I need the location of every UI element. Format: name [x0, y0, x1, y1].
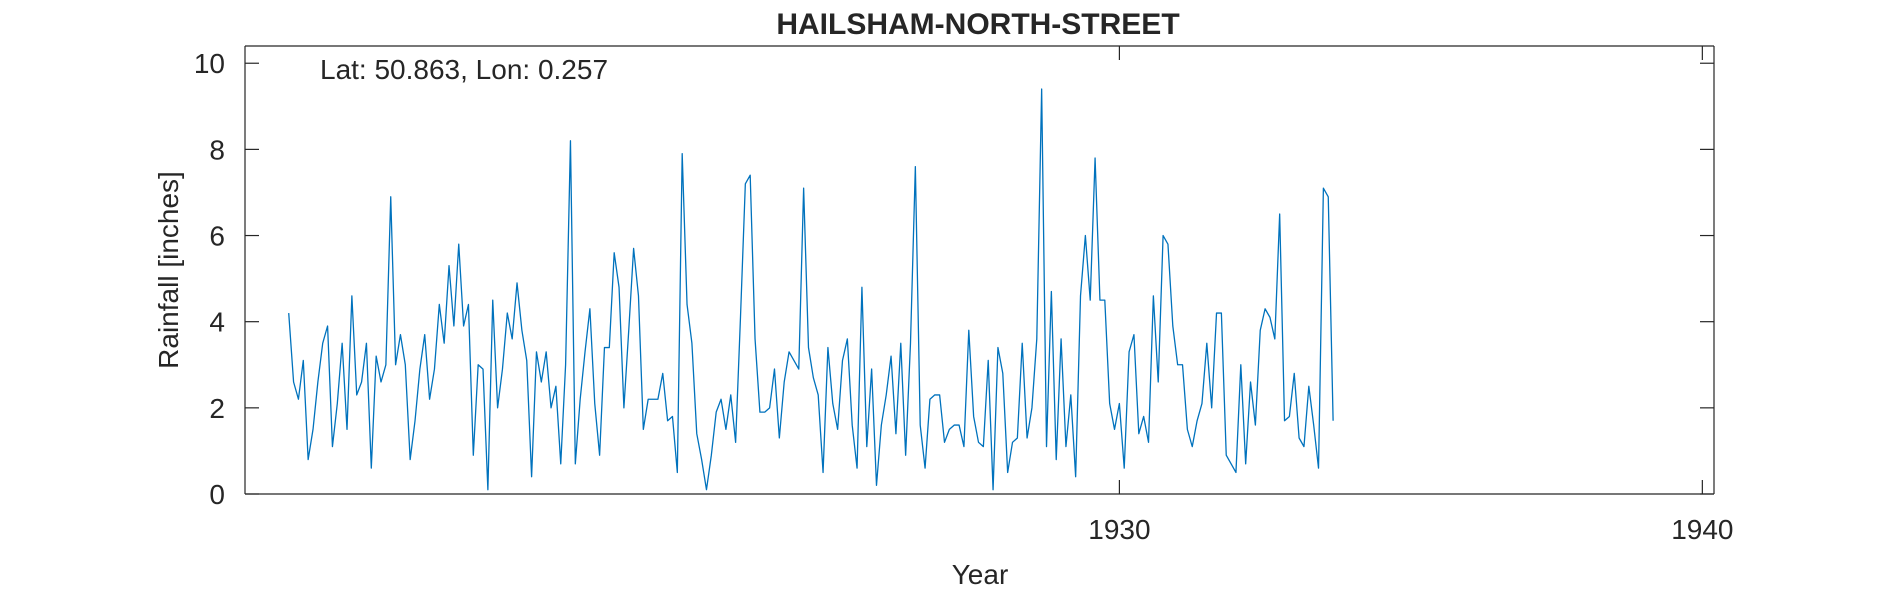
rainfall-series-line: [288, 88, 1334, 491]
y-axis-label: Rainfall [inches]: [153, 171, 184, 369]
y-axis-ticks: 0 2 4 6 8 10: [194, 48, 1714, 510]
chart-title: HAILSHAM-NORTH-STREET: [776, 8, 1179, 41]
y-tick-label: 0: [209, 479, 225, 510]
x-axis-label: Year: [952, 559, 1009, 590]
y-tick-label: 2: [209, 393, 225, 424]
y-tick-label: 6: [209, 221, 225, 252]
lat-lon-annotation: Lat: 50.863, Lon: 0.257: [320, 54, 608, 85]
y-tick-label: 10: [194, 48, 225, 79]
x-tick-label: 1940: [1671, 514, 1733, 545]
y-tick-label: 4: [209, 307, 225, 338]
axes: [244, 45, 1715, 495]
y-tick-label: 8: [209, 134, 225, 165]
x-tick-label: 1930: [1088, 514, 1150, 545]
x-axis-ticks: 1930 1940: [1088, 46, 1733, 545]
plot-area: [245, 46, 1714, 494]
